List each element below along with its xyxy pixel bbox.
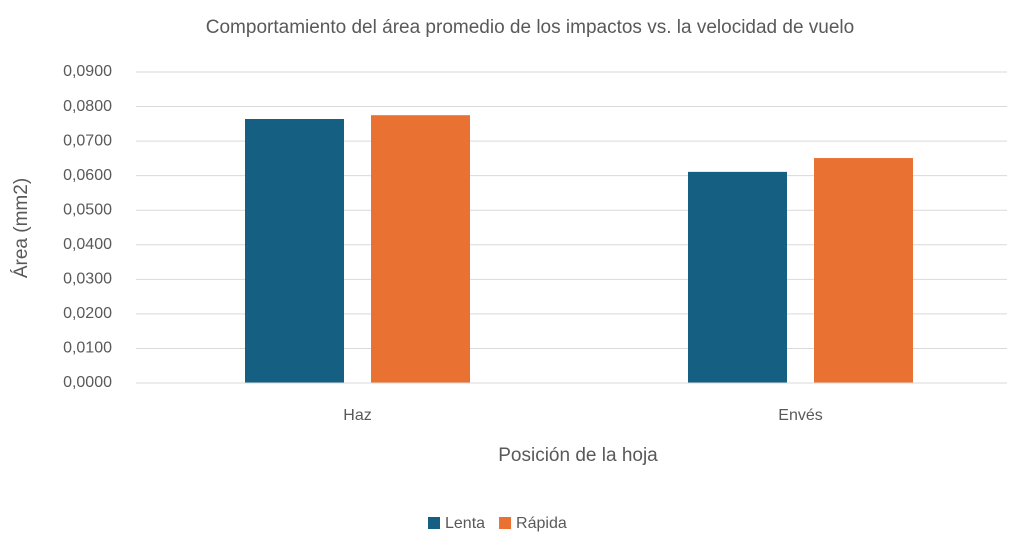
y-tick-label: 0,0200 — [63, 305, 112, 322]
y-tick-label: 0,0000 — [63, 374, 112, 391]
legend-label: Lenta — [445, 515, 485, 532]
y-tick-label: 0,0800 — [63, 98, 112, 115]
bar — [245, 118, 344, 384]
y-tick-label: 0,0100 — [63, 340, 112, 357]
legend-label: Rápida — [516, 515, 567, 532]
y-tick-label: 0,0500 — [63, 201, 112, 218]
chart-title: Comportamiento del área promedio de los … — [206, 17, 854, 38]
y-tick-label: 0,0900 — [63, 63, 112, 80]
x-tick-label: Haz — [343, 407, 371, 424]
legend-swatch — [499, 517, 512, 529]
y-tick-label: 0,0600 — [63, 167, 112, 184]
legend-swatch — [428, 517, 440, 529]
y-tick-label: 0,0400 — [63, 236, 112, 253]
x-axis-title: Posición de la hoja — [498, 445, 658, 466]
bar — [814, 158, 913, 383]
y-tick-label: 0,0300 — [63, 271, 112, 288]
x-tick-label: Envés — [778, 407, 822, 424]
bar — [371, 115, 470, 383]
y-axis-title: Área (mm2) — [11, 178, 32, 278]
bar — [688, 171, 787, 383]
y-tick-label: 0,0700 — [63, 132, 112, 149]
